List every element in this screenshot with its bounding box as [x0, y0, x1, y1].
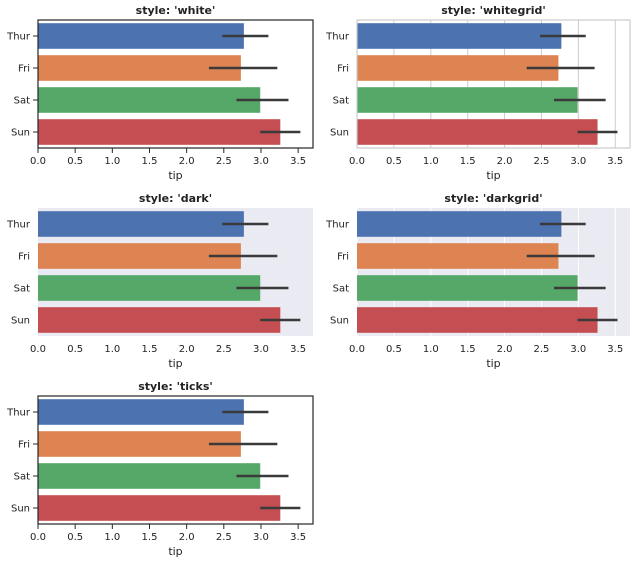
- panel-ticks: Thur Fri Sat Sun 0.0 0.5 1.0 1.5 2.0 2.5 3.0 3.5 tip…: [6, 380, 314, 558]
- axes-frame: [37, 395, 314, 525]
- bar-thur: [38, 399, 244, 425]
- y-tick-label: Fri: [337, 252, 349, 263]
- y-tick-label: Thur: [6, 408, 31, 419]
- y-tick-label: Sun: [330, 316, 349, 327]
- bar-fri: [357, 55, 559, 81]
- y-tick-label: Thur: [325, 220, 350, 231]
- y-tick-label: Sun: [11, 504, 30, 515]
- y-tick-label: Fri: [337, 64, 349, 75]
- x-tick-label: 3.5: [607, 344, 623, 355]
- bar-thur: [357, 23, 562, 49]
- x-axis-label: tip: [168, 357, 182, 370]
- y-tick-label: Sun: [330, 128, 349, 139]
- x-tick-label: 2.0: [497, 344, 513, 355]
- bar-fri: [38, 55, 241, 81]
- y-tick-label: Sun: [11, 316, 30, 327]
- x-tick-label: 1.5: [142, 344, 158, 355]
- bar-sat: [357, 87, 578, 113]
- x-tick-label: 1.0: [104, 344, 120, 355]
- x-axis-label: tip: [486, 169, 500, 182]
- chart-title: style: 'whitegrid': [441, 4, 546, 17]
- y-tick-label: Sat: [333, 96, 349, 107]
- x-tick-label: 3.0: [253, 532, 269, 543]
- x-tick-label: 0.5: [386, 344, 402, 355]
- y-tick-label: Sat: [333, 284, 349, 295]
- chart-title: style: 'dark': [139, 192, 212, 205]
- x-tick-label: 1.5: [142, 156, 158, 167]
- bar-thur: [38, 211, 244, 237]
- axes-frame: [356, 19, 631, 149]
- axes-frame: [37, 19, 314, 149]
- bar-fri: [38, 243, 241, 269]
- x-tick-label: 3.5: [290, 156, 306, 167]
- y-tick-label: Fri: [18, 252, 30, 263]
- y-tick-label: Thur: [325, 32, 350, 43]
- x-tick-label: 3.5: [607, 156, 623, 167]
- bar-fri: [38, 431, 241, 457]
- x-tick-label: 3.5: [290, 344, 306, 355]
- x-tick-label: 2.5: [534, 344, 550, 355]
- chart-title: style: 'ticks': [138, 380, 213, 393]
- x-tick-label: 1.0: [104, 532, 120, 543]
- bar-sat: [357, 275, 578, 301]
- panel-dark: Thur Fri Sat Sun 0.0 0.5 1.0 1.5 2.0 2.5 3.0 3.5 tip…: [6, 192, 313, 370]
- x-tick-label: 2.5: [216, 344, 232, 355]
- panel-whitegrid: Thur Fri Sat Sun 0.0 0.5 1.0 1.5 2.0 2.5 3.0 3.5 tip…: [325, 4, 631, 182]
- chart-title: style: 'darkgrid': [444, 192, 542, 205]
- panel-white: Thur Fri Sat Sun 0.0 0.5 1.0 1.5 2.0 2.5 3.0 3.5 tip…: [6, 4, 314, 182]
- bar-sun: [357, 119, 598, 145]
- x-tick-label: 0.0: [30, 532, 46, 543]
- bar-thur: [357, 211, 562, 237]
- x-tick-label: 2.0: [179, 156, 195, 167]
- x-tick-label: 1.5: [460, 156, 476, 167]
- x-tick-label: 2.0: [179, 344, 195, 355]
- bar-sun: [357, 307, 598, 333]
- x-tick-label: 2.0: [497, 156, 513, 167]
- y-tick-label: Fri: [18, 440, 30, 451]
- x-tick-label: 0.5: [67, 156, 83, 167]
- x-tick-label: 0.0: [349, 156, 365, 167]
- y-tick-label: Sat: [14, 96, 30, 107]
- x-tick-label: 2.0: [179, 532, 195, 543]
- x-tick-label: 0.0: [349, 344, 365, 355]
- x-tick-label: 0.5: [67, 344, 83, 355]
- x-tick-label: 1.0: [423, 156, 439, 167]
- bar-sat: [38, 275, 261, 301]
- x-axis-label: tip: [168, 545, 182, 558]
- x-tick-label: 0.5: [67, 532, 83, 543]
- y-tick-label: Fri: [18, 64, 30, 75]
- bar-thur: [38, 23, 244, 49]
- x-tick-label: 3.0: [570, 156, 586, 167]
- x-tick-label: 3.0: [253, 344, 269, 355]
- x-tick-label: 3.5: [290, 532, 306, 543]
- bar-fri: [357, 243, 559, 269]
- y-tick-label: Sat: [14, 472, 30, 483]
- x-tick-label: 0.0: [30, 156, 46, 167]
- bar-sun: [38, 495, 281, 521]
- x-tick-label: 2.5: [216, 156, 232, 167]
- x-tick-label: 0.5: [386, 156, 402, 167]
- x-tick-label: 1.5: [460, 344, 476, 355]
- y-tick-label: Sat: [14, 284, 30, 295]
- panel-darkgrid: Thur Fri Sat Sun 0.0 0.5 1.0 1.5 2.0 2.5 3.0 3.5 tip…: [325, 192, 630, 370]
- x-tick-label: 1.0: [104, 156, 120, 167]
- x-tick-label: 1.0: [423, 344, 439, 355]
- y-tick-label: Thur: [6, 32, 31, 43]
- x-axis-label: tip: [168, 169, 182, 182]
- x-tick-label: 1.5: [142, 532, 158, 543]
- x-tick-label: 2.5: [216, 532, 232, 543]
- x-tick-label: 0.0: [30, 344, 46, 355]
- bar-sat: [38, 463, 261, 489]
- x-tick-label: 3.0: [570, 344, 586, 355]
- x-axis-label: tip: [486, 357, 500, 370]
- y-tick-label: Thur: [6, 220, 31, 231]
- chart-title: style: 'white': [136, 4, 216, 17]
- y-tick-label: Sun: [11, 128, 30, 139]
- bar-sun: [38, 307, 281, 333]
- x-tick-label: 3.0: [253, 156, 269, 167]
- x-tick-label: 2.5: [534, 156, 550, 167]
- bar-sat: [38, 87, 261, 113]
- bar-sun: [38, 119, 281, 145]
